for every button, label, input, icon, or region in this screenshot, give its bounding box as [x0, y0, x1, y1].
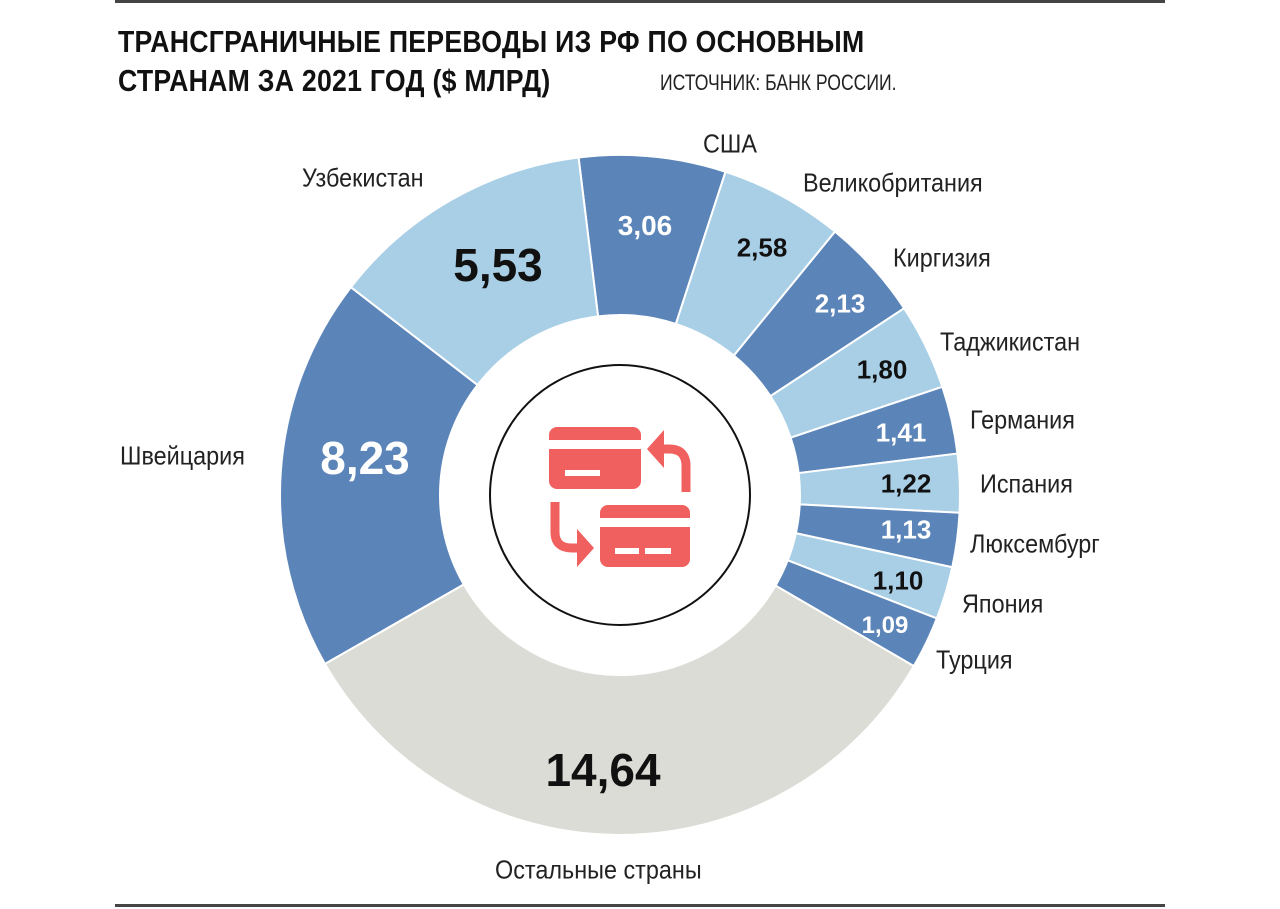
chart-title-line1: ТРАНСГРАНИЧНЫЕ ПЕРЕВОДЫ ИЗ РФ ПО ОСНОВНЫ… — [118, 24, 865, 59]
slice-value-label: 2,13 — [814, 288, 866, 319]
slice-category-label: Остальные страны — [495, 854, 702, 885]
slice-value-label: 1,09 — [861, 612, 909, 639]
chart-title-line2: СТРАНАМ ЗА 2021 ГОД ($ МЛРД) — [118, 63, 551, 98]
slice-category-label: Таджикистан — [940, 326, 1081, 357]
slice-category-label: США — [703, 128, 757, 159]
slice-value-label: 3,06 — [617, 210, 673, 241]
slice-value-label: 1,80 — [856, 354, 908, 385]
chart-source: ИСТОЧНИК: БАНК РОССИИ. — [660, 70, 897, 95]
slice-value-label: 8,23 — [320, 432, 410, 484]
slice-category-label: Германия — [970, 404, 1075, 435]
slice-value-label: 2,58 — [736, 232, 788, 263]
bottom-rule — [115, 904, 1165, 907]
slice-value-label: 14,64 — [545, 744, 661, 796]
slice-category-label: Великобритания — [803, 167, 983, 198]
slice-value-label: 5,53 — [453, 239, 543, 291]
slice-category-label: Испания — [980, 468, 1073, 499]
top-rule — [115, 0, 1165, 3]
card-transfer-icon — [549, 427, 691, 567]
slice-category-label: Швейцария — [120, 440, 245, 471]
slice-category-label: Люксембург — [970, 528, 1100, 559]
slice-value-label: 1,13 — [880, 514, 932, 545]
icon-circle — [489, 364, 751, 626]
slice-category-label: Киргизия — [893, 242, 991, 273]
slice-category-label: Узбекистан — [302, 162, 424, 193]
slice-value-label: 1,22 — [880, 468, 932, 499]
slice-value-label: 1,41 — [875, 417, 927, 448]
slice-category-label: Япония — [962, 588, 1044, 619]
slice-value-label: 1,10 — [872, 565, 924, 596]
slice-category-label: Турция — [936, 644, 1013, 675]
